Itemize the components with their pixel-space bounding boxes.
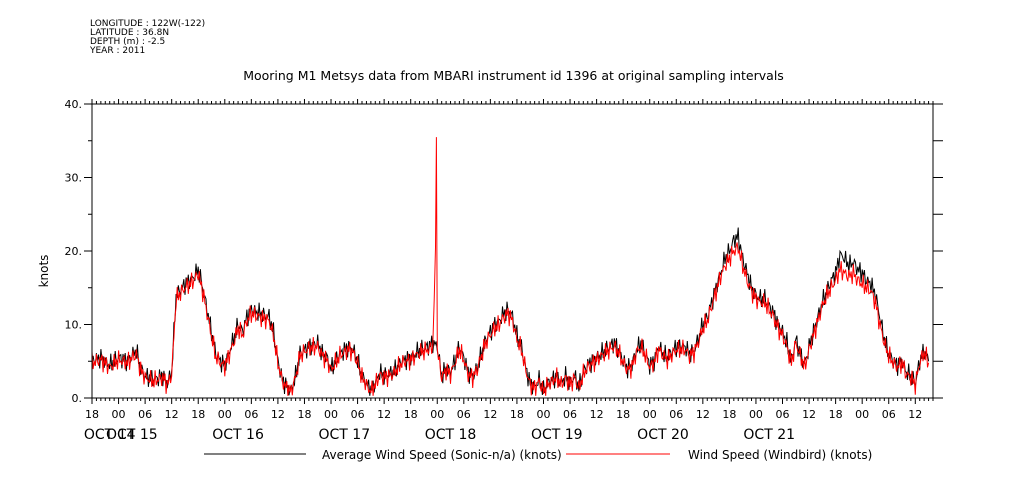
y-axis-label: knots: [37, 255, 51, 288]
x-hour-label: 06: [351, 408, 365, 421]
y-tick-label: 30.: [65, 172, 83, 185]
x-hour-label: 18: [404, 408, 418, 421]
x-date-label: OCT 19: [531, 427, 583, 443]
y-tick-label: 0.: [72, 392, 83, 405]
x-date-label: OCT 15: [106, 427, 158, 443]
x-date-label: OCT 21: [743, 427, 795, 443]
x-hour-label: 12: [165, 408, 179, 421]
x-hour-label: 18: [297, 408, 311, 421]
x-hour-label: 12: [483, 408, 497, 421]
y-tick-label: 10.: [65, 319, 83, 332]
legend-label: Average Wind Speed (Sonic-n/a) (knots): [322, 448, 562, 462]
series-line-windbird-wind-speed: [91, 137, 930, 396]
x-hour-label: 00: [218, 408, 232, 421]
axis-ticks: 0. 10. 20. 30. 40. 18 00 06 12 18 00 06 12 18 00 06 12 18…: [65, 98, 943, 443]
x-hour-label: 00: [324, 408, 338, 421]
station-metadata: LONGITUDE : 122W(-122) LATITUDE : 36.8N …: [90, 20, 205, 56]
year-text: YEAR : 2011: [90, 46, 146, 56]
x-date-label: OCT 18: [425, 427, 477, 443]
x-hour-label: 00: [112, 408, 126, 421]
x-hour-label: 06: [244, 408, 258, 421]
plot-frame: [91, 103, 934, 399]
legend-label: Wind Speed (Windbird) (knots): [688, 448, 872, 462]
latitude-text: LATITUDE : 36.8N: [90, 28, 170, 38]
x-hour-label: 12: [696, 408, 710, 421]
x-hour-label: 18: [829, 408, 843, 421]
x-hour-label: 00: [643, 408, 657, 421]
y-tick-label: 40.: [65, 98, 83, 111]
x-hour-label: 12: [802, 408, 816, 421]
x-hour-label: 06: [457, 408, 471, 421]
legend: Average Wind Speed (Sonic-n/a) (knots) Wi…: [204, 448, 872, 462]
series-layer: [91, 137, 930, 396]
x-hour-label: 06: [563, 408, 577, 421]
depth-text: DEPTH (m) : -2.5: [90, 37, 166, 47]
series-line-average-wind-speed: [91, 227, 930, 396]
longitude-text: LONGITUDE : 122W(-122): [90, 19, 206, 29]
x-hour-label: 12: [271, 408, 285, 421]
x-hour-label: 06: [138, 408, 152, 421]
x-hour-label: 12: [377, 408, 391, 421]
x-date-label: OCT 20: [637, 427, 689, 443]
x-hour-label: 00: [855, 408, 869, 421]
x-date-label: OCT 17: [318, 427, 370, 443]
x-hour-label: 18: [85, 408, 99, 421]
x-hour-label: 06: [882, 408, 896, 421]
x-hour-label: 06: [776, 408, 790, 421]
x-date-label: OCT 16: [212, 427, 264, 443]
x-hour-label: 06: [669, 408, 683, 421]
x-hour-label: 00: [749, 408, 763, 421]
x-hour-label: 18: [510, 408, 524, 421]
y-tick-label: 20.: [65, 245, 83, 258]
x-hour-label: 18: [191, 408, 205, 421]
x-hour-label: 12: [590, 408, 604, 421]
x-hour-label: 12: [908, 408, 922, 421]
chart-title: Mooring M1 Metsys data from MBARI instru…: [243, 68, 784, 83]
x-hour-label: 18: [722, 408, 736, 421]
x-hour-label: 18: [616, 408, 630, 421]
x-date-label: OCT 14: [84, 427, 136, 443]
x-hour-label: 00: [430, 408, 444, 421]
x-hour-label: 00: [536, 408, 550, 421]
